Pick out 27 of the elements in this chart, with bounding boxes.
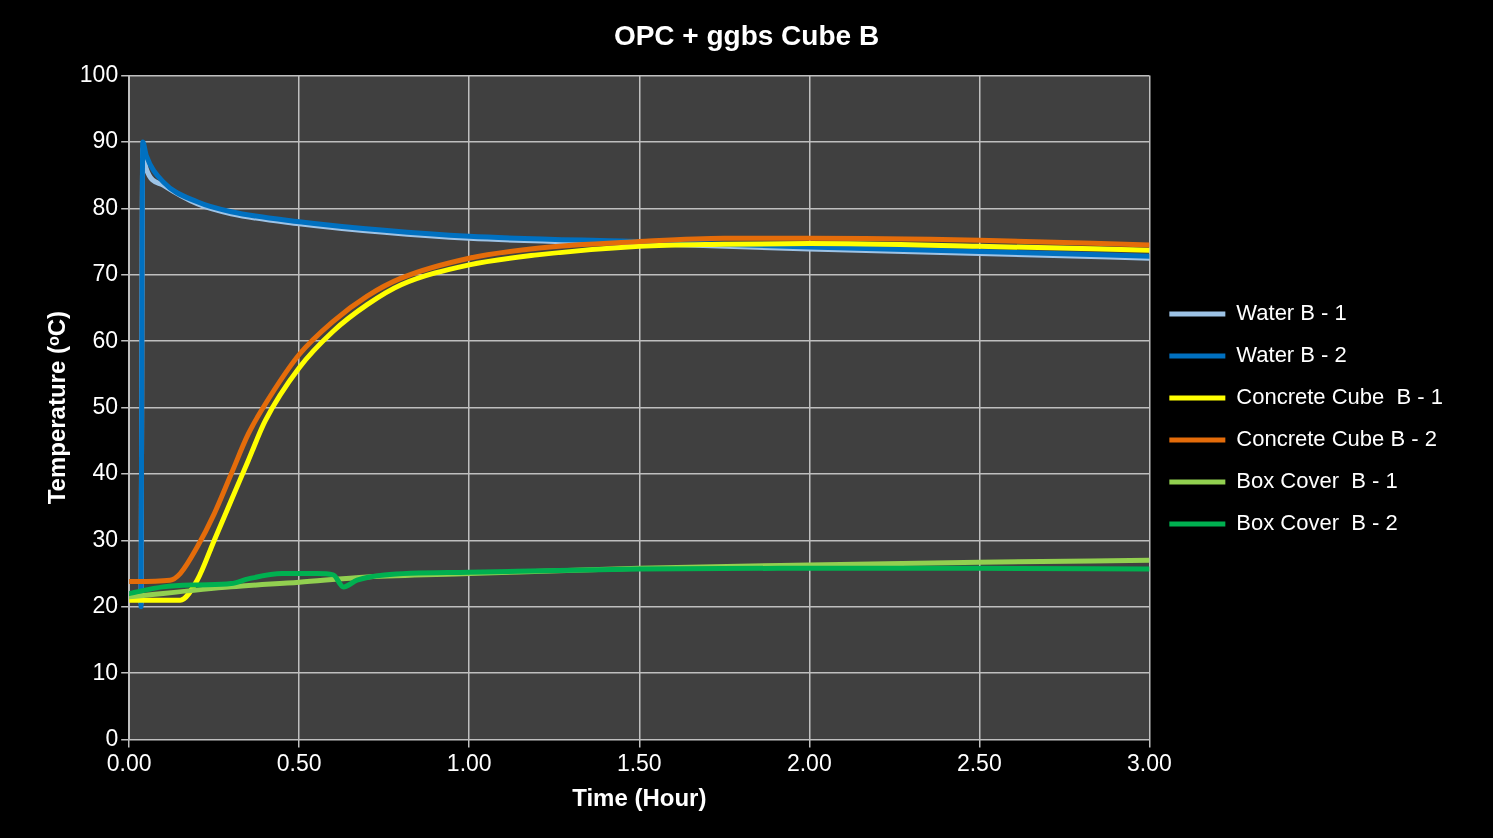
legend-label: Water B - 1	[1236, 300, 1347, 326]
legend-label: Water B - 2	[1236, 342, 1347, 368]
x-tick-label: 2.00	[786, 749, 832, 776]
chart-title: OPC + ggbs Cube B	[613, 19, 880, 51]
x-tick-label: 3.00	[1126, 749, 1172, 776]
legend-label: Box Cover B - 1	[1236, 468, 1398, 494]
y-tick-label: 50	[92, 392, 119, 419]
y-tick-label: 60	[92, 326, 119, 353]
y-tick-label: 30	[92, 525, 119, 552]
x-tick-label: 2.50	[956, 749, 1002, 776]
y-tick-label: 0	[105, 724, 119, 751]
x-axis-title: Time (Hour)	[572, 784, 707, 812]
y-tick-label: 90	[92, 127, 119, 154]
y-tick-label: 80	[92, 193, 119, 220]
y-tick-label: 40	[92, 459, 119, 486]
y-tick-label: 100	[79, 60, 119, 87]
x-tick-label: 0.00	[106, 749, 152, 776]
y-tick-label: 20	[92, 592, 119, 619]
y-axis-title: Temperature (ᵒC)	[43, 310, 71, 505]
x-tick-label: 0.50	[276, 749, 322, 776]
legend-label: Concrete Cube B - 2	[1236, 426, 1437, 452]
y-tick-label: 10	[92, 658, 119, 685]
legend-label: Concrete Cube B - 1	[1236, 384, 1444, 410]
y-tick-label: 70	[92, 260, 119, 287]
x-tick-label: 1.50	[616, 749, 662, 776]
x-tick-label: 1.00	[446, 749, 492, 776]
legend-label: Box Cover B - 2	[1236, 510, 1398, 536]
